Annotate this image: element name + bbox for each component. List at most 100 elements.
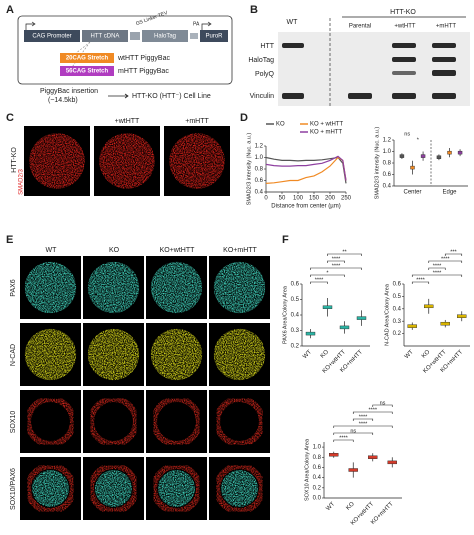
- band: [392, 71, 416, 75]
- promoter-label: CAG Promoter: [32, 34, 71, 40]
- colony-ring: [87, 462, 140, 515]
- significance-bracket: [310, 274, 345, 277]
- panel-label: A: [6, 4, 14, 16]
- row-label: N-CAD: [10, 344, 17, 366]
- m-piggybac-label: mHTT PiggyBac: [118, 68, 169, 75]
- puror-box: [200, 30, 228, 42]
- significance-bracket: [333, 432, 374, 435]
- column-label: KO: [109, 247, 120, 254]
- row-label: Vinculin: [250, 93, 274, 100]
- panel-label: E: [6, 234, 13, 246]
- y-tick-label: 1.0: [313, 445, 322, 451]
- colony-ring: [150, 395, 203, 448]
- y-tick-label: 0.6: [393, 282, 402, 288]
- cdna-label: HTT cDNA: [91, 34, 120, 40]
- y-tick-label: 0.2: [393, 331, 402, 337]
- significance-bracket: [428, 260, 463, 263]
- y-tick-label: 0.5: [291, 297, 300, 303]
- row-label: HTT-KO: [11, 147, 18, 173]
- colony: [24, 328, 77, 381]
- mean-marker: [407, 324, 417, 328]
- significance-bracket: [333, 439, 354, 442]
- significance-label: ****: [315, 277, 324, 283]
- mean-marker: [387, 460, 397, 465]
- bands: [282, 43, 456, 99]
- mean-marker: [420, 154, 426, 158]
- x-axis-label: Distance from center (µm): [271, 204, 340, 210]
- y-tick-label: 0.4: [291, 313, 300, 319]
- x-tick-label: 150: [309, 196, 320, 202]
- mean-marker: [440, 321, 450, 326]
- y-tick-label: 0.3: [291, 328, 300, 334]
- significance-bracket: [411, 281, 430, 284]
- significance-bracket: [310, 281, 328, 284]
- y-axis-label: SMAD2/3 intensity (Nuc. a.u.): [246, 133, 252, 206]
- x-tick-label: Center: [403, 190, 421, 196]
- insertion-size: (~14.5kb): [48, 97, 78, 104]
- colony: [32, 470, 69, 507]
- lane-label: Parental: [349, 24, 371, 30]
- line: [265, 155, 347, 181]
- mean-marker: [305, 331, 316, 336]
- significance-label: ****: [359, 421, 368, 427]
- band: [282, 43, 304, 48]
- significance-bracket: [352, 411, 393, 414]
- mean-marker: [329, 453, 339, 457]
- row-label: HTT: [260, 43, 274, 50]
- x-tick-label: KO: [320, 349, 331, 360]
- y-axis-label: SMAD2/3 intensity (Nuc. a.u.): [374, 127, 380, 200]
- significance-label: ****: [416, 277, 425, 283]
- y-tick-label: 0.5: [393, 294, 402, 300]
- colony-ring: [213, 395, 266, 448]
- significance-bracket: [310, 267, 362, 270]
- band: [348, 93, 372, 99]
- mean-marker: [368, 455, 378, 459]
- colony: [169, 133, 225, 189]
- x-tick-label: KO: [345, 501, 356, 512]
- column-label: KO+mHTT: [223, 247, 257, 254]
- cdna-box: [82, 30, 128, 42]
- panel-label: D: [240, 112, 248, 124]
- pa-box: [190, 33, 198, 39]
- significance-bracket: [372, 404, 393, 407]
- x-tick-label: 50: [279, 196, 286, 202]
- cell-line-label: HTT-KO (HTT⁻) Cell Line: [132, 93, 211, 100]
- x-tick-label: WT: [302, 349, 313, 360]
- puror-label: PuroR: [205, 34, 223, 40]
- significance-label: ****: [332, 263, 341, 269]
- significance-bracket: [327, 260, 345, 263]
- panel-label: C: [6, 112, 14, 124]
- significance-label: ****: [339, 435, 348, 441]
- colony-ring: [24, 395, 77, 448]
- column-label: WT: [46, 247, 58, 254]
- stretch-20-box: [60, 53, 114, 63]
- y-tick-label: 1.2: [383, 138, 392, 144]
- significance-label: ****: [433, 263, 442, 269]
- mean-marker: [457, 314, 467, 318]
- micrographs: [20, 126, 270, 520]
- significance-label: *: [417, 137, 420, 143]
- mean-marker: [457, 150, 463, 155]
- significance-label: ****: [332, 256, 341, 262]
- halotag-label: HaloTag: [154, 34, 176, 40]
- y-tick-label: 0.8: [255, 167, 264, 173]
- y-tick-label: 0.4: [313, 475, 322, 481]
- y-tick-label: 0.0: [313, 496, 322, 502]
- stain-label: SMAD2/3: [19, 169, 25, 195]
- mean-marker: [399, 154, 405, 158]
- band: [392, 43, 416, 48]
- lane-label: WT: [287, 19, 299, 26]
- promoter-arrow: [25, 21, 212, 30]
- significance-label: **: [342, 249, 347, 255]
- significance-label: ****: [359, 414, 368, 420]
- colony: [99, 133, 155, 189]
- x-tick-label: 250: [341, 196, 352, 202]
- significance-bracket: [327, 253, 362, 256]
- colony-ring: [150, 462, 203, 515]
- colony: [87, 261, 140, 314]
- promoter-box: [24, 30, 80, 42]
- significance-bracket: [333, 425, 393, 428]
- lane-label: +wtHTT: [394, 24, 416, 30]
